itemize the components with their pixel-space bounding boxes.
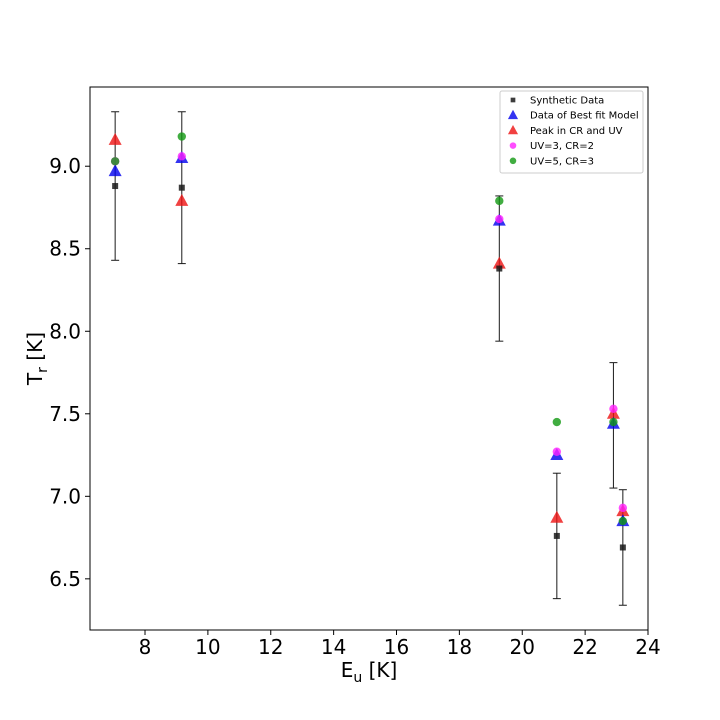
x-tick-label: 20 [510, 635, 535, 659]
legend-item: UV=3, CR=2 [509, 141, 594, 152]
data-point-data-of-best-fit-model [108, 164, 122, 177]
data-point-synthetic-data [553, 532, 560, 539]
legend-item: UV=5, CR=3 [509, 156, 594, 167]
series-uv-3-cr-2 [110, 152, 628, 513]
y-axis-label: Tr [K] [23, 332, 51, 386]
data-point-uv-5-cr-3 [177, 132, 186, 141]
legend-label: Synthetic Data [530, 96, 604, 107]
x-axis-label: Eu [K] [341, 658, 398, 686]
data-point-uv-3-cr-2 [552, 447, 562, 456]
data-point-uv-3-cr-2 [495, 214, 504, 224]
data-point-synthetic-data [178, 184, 185, 191]
x-axis-label-unit: [K] [362, 658, 397, 682]
data-point-uv-5-cr-3 [495, 196, 504, 206]
legend-marker-uv-5-cr-3 [509, 157, 517, 165]
data-point-peak-in-cr-and-uv [550, 510, 564, 523]
y-tick-label: 6.5 [49, 567, 81, 591]
y-tick-label: 8.5 [49, 237, 81, 261]
x-tick-label: 10 [195, 635, 220, 659]
data-point-synthetic-data [496, 265, 503, 272]
y-axis-label-subscript: r [35, 367, 51, 373]
y-tick-label: 7.0 [49, 484, 81, 508]
legend: Synthetic Data Data of Best fit Model Peak… [499, 90, 644, 174]
y-axis-label-main: T [23, 372, 47, 386]
x-axis-label-subscript: u [353, 670, 362, 686]
legend-marker-uv-3-cr-2 [509, 142, 517, 149]
legend-label: UV=5, CR=3 [530, 156, 594, 167]
series-data-of-best-fit-model [108, 150, 630, 527]
y-tick-label: 9.0 [49, 154, 81, 178]
axis-ticks-layer: 8 10 12 14 16 18 20 22 24 6.5 7.0 7.5 8.0 8.5 9.0 [49, 154, 661, 659]
plot-area-frame [89, 86, 649, 631]
data-point-uv-3-cr-2 [177, 152, 186, 161]
legend-item: Synthetic Data [510, 96, 604, 107]
data-point-peak-in-cr-and-uv [108, 132, 122, 145]
series-peak-in-cr-and-uv [108, 132, 630, 523]
data-point-peak-in-cr-and-uv [492, 256, 506, 269]
x-tick-label: 22 [572, 635, 597, 659]
x-tick-label: 24 [635, 635, 660, 659]
legend-item: Data of Best fit Model [507, 109, 639, 122]
data-point-uv-5-cr-3 [618, 516, 628, 526]
legend-label: Data of Best fit Model [530, 111, 639, 122]
data-point-synthetic-data [112, 183, 119, 190]
legend-box [499, 90, 644, 174]
data-point-uv-3-cr-2 [618, 503, 628, 513]
legend-marker-peak-in-cr-and-uv [507, 124, 519, 135]
legend-label: Peak in CR and UV [530, 126, 623, 137]
y-tick-label: 8.0 [49, 319, 81, 343]
x-tick-label: 16 [384, 635, 409, 659]
legend-marker-synthetic-data [510, 97, 516, 103]
y-axis-label-unit: [K] [23, 332, 47, 367]
x-axis-label-main: E [341, 658, 354, 682]
data-point-peak-in-cr-and-uv [175, 193, 189, 206]
series-uv-5-cr-3 [110, 132, 628, 526]
data-point-uv-5-cr-3 [609, 417, 618, 427]
x-tick-label: 12 [258, 635, 283, 659]
series-synthetic-data [112, 183, 626, 551]
legend-label: UV=3, CR=2 [530, 141, 594, 152]
data-point-synthetic-data [619, 544, 626, 551]
error-bars-layer [111, 111, 627, 606]
x-tick-label: 14 [321, 635, 346, 659]
data-point-uv-3-cr-2 [609, 404, 618, 414]
legend-marker-data-of-best-fit-model [507, 109, 519, 120]
legend-item: Peak in CR and UV [507, 124, 623, 137]
markers-layer [108, 132, 630, 551]
x-tick-label: 8 [139, 635, 152, 659]
data-point-uv-5-cr-3 [552, 417, 562, 427]
data-point-uv-5-cr-3 [110, 157, 120, 166]
y-tick-label: 7.5 [49, 402, 81, 426]
x-tick-label: 18 [447, 635, 472, 659]
